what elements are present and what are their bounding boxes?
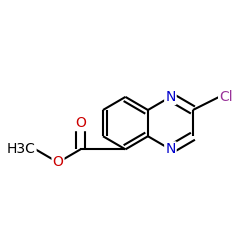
Text: N: N	[165, 142, 175, 156]
Text: Cl: Cl	[219, 90, 233, 104]
Text: N: N	[165, 90, 175, 104]
Text: O: O	[52, 156, 64, 170]
Text: O: O	[75, 116, 86, 130]
Text: H3C: H3C	[7, 142, 36, 156]
